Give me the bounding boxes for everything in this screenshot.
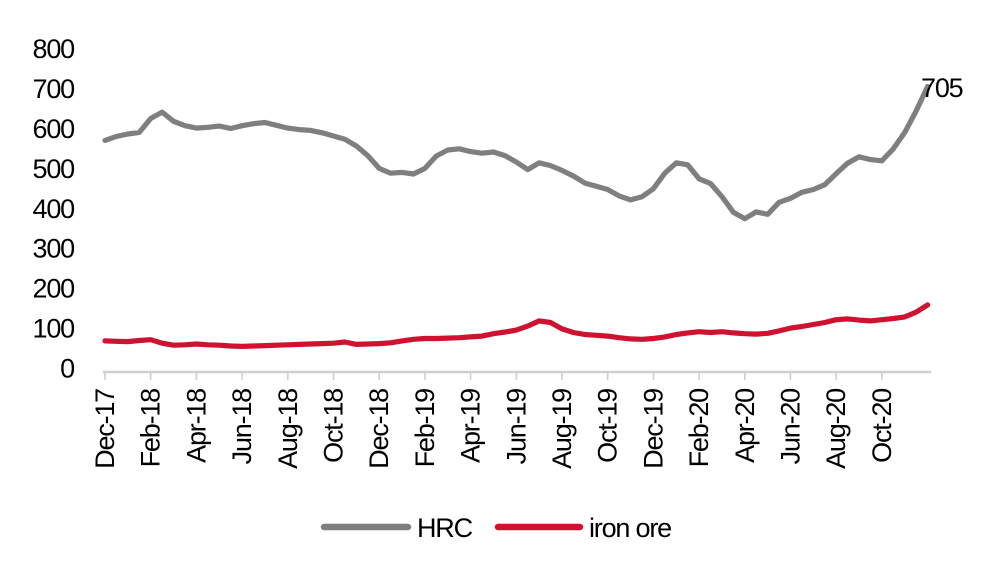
x-tick-label: Dec-18 [364, 389, 394, 469]
y-tick-label: 700 [33, 74, 75, 104]
y-tick-label: 400 [33, 194, 75, 224]
y-tick-label: 800 [33, 34, 75, 64]
x-tick-label: Aug-19 [547, 389, 577, 469]
iron-ore-legend-label: iron ore [589, 513, 671, 543]
y-tick-label: 200 [33, 274, 75, 304]
y-tick-label: 300 [33, 234, 75, 264]
hrc-series-line [102, 83, 931, 222]
x-tick-label: Oct-19 [593, 389, 623, 463]
y-tick-label: 600 [33, 114, 75, 144]
x-tick-label: Aug-20 [821, 389, 851, 469]
x-tick-label: Dec-19 [638, 389, 668, 469]
x-tick-label: Jun-20 [776, 389, 806, 465]
x-tick-label: Feb-19 [410, 389, 440, 468]
x-tick-label: Apr-20 [730, 389, 760, 463]
x-tick-label: Oct-20 [867, 389, 897, 463]
y-tick-label: 0 [60, 354, 74, 384]
x-tick-label: Oct-18 [319, 389, 349, 463]
x-tick-label: Apr-19 [456, 389, 486, 463]
x-tick-label: Jun-18 [227, 389, 257, 465]
x-tick-label: Feb-18 [136, 389, 166, 468]
x-tick-label: Aug-18 [273, 389, 303, 469]
y-tick-label: 100 [33, 314, 75, 344]
x-tick-label: Dec-17 [90, 389, 120, 469]
y-tick-label: 500 [33, 154, 75, 184]
x-tick-label: Jun-19 [501, 389, 531, 465]
hrc-legend-label: HRC [417, 513, 473, 543]
x-tick-label: Apr-18 [181, 389, 211, 463]
iron-ore-series-line [102, 302, 931, 349]
x-tick-label: Feb-20 [684, 389, 714, 468]
hrc-end-value-label: 705 [921, 73, 963, 103]
